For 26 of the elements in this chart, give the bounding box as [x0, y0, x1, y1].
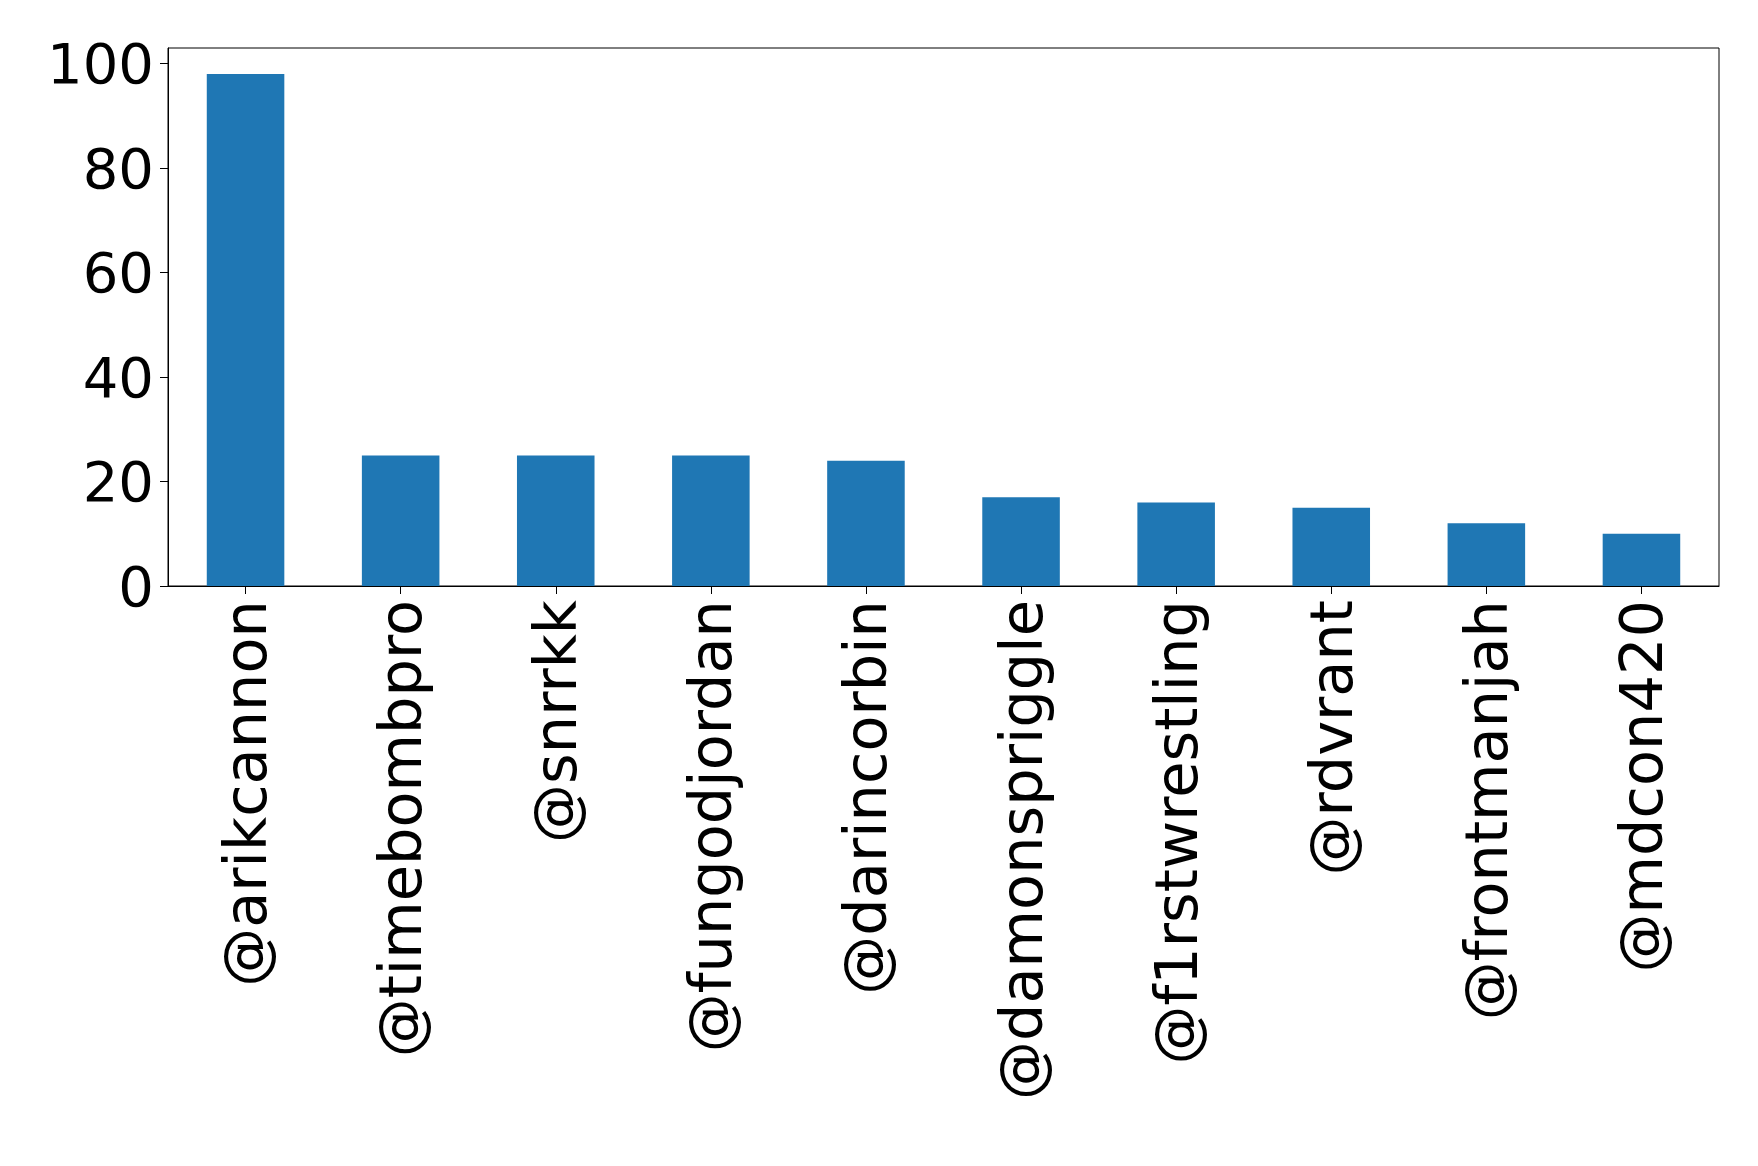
bar: [516, 455, 595, 586]
y-tick-label: 20: [82, 449, 154, 515]
bar: [672, 455, 750, 586]
x-tick-label: @snrrkk: [521, 600, 591, 843]
bar: [361, 455, 440, 586]
x-tick-label: @timebombpro: [366, 600, 436, 1058]
bar: [1602, 533, 1681, 586]
bar: [827, 460, 905, 586]
bar: [206, 74, 285, 586]
x-tick-label: @darincorbin: [831, 600, 901, 995]
y-tick-label: 60: [82, 240, 154, 306]
bar: [1292, 507, 1371, 586]
x-tick-label: @damonspriggle: [986, 600, 1056, 1101]
y-tick-label: 0: [118, 553, 154, 619]
y-tick-label: 40: [82, 344, 154, 410]
bar: [1447, 523, 1526, 586]
x-tick-label: @arikcannon: [211, 600, 281, 987]
bar: [982, 497, 1060, 586]
x-tick-label: @mdcon420: [1606, 600, 1676, 973]
x-tick-label: @rdvrant: [1296, 600, 1366, 876]
y-tick-label: 80: [82, 135, 154, 201]
x-tick-label: @f1rstwrestling: [1141, 600, 1211, 1065]
x-tick-label: @fungodjordan: [676, 600, 746, 1053]
y-tick-label: 100: [47, 31, 154, 97]
bar: [1137, 502, 1215, 586]
x-tick-label: @frontmanjah: [1451, 600, 1521, 1021]
